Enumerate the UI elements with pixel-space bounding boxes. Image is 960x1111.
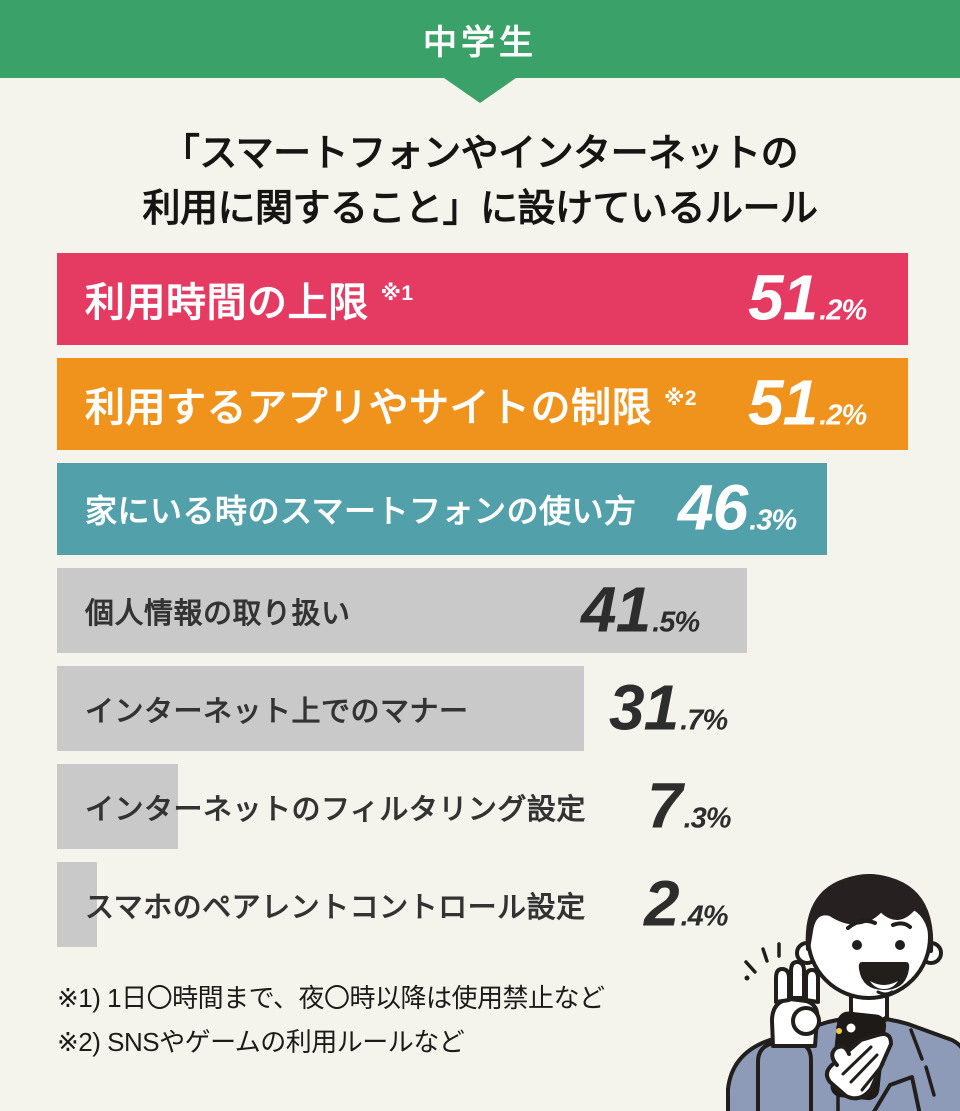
- bar: [57, 463, 827, 556]
- bar-label-text: インターネット上でのマナー: [85, 695, 469, 728]
- bar-value-main: 7: [647, 769, 683, 842]
- bar-chart: 利用時間の上限 ※1 51.2% 利用するアプリやサイトの制限 ※2 51.2% 家…: [57, 253, 925, 948]
- bar: [57, 568, 747, 654]
- bar-value-sub: .2%: [819, 399, 867, 432]
- bar-label: 利用するアプリやサイトの制限 ※2: [85, 375, 697, 433]
- footnotes: ※1) 1日〇時間まで、夜〇時以降は使用禁止など ※2) SNSやゲームの利用ル…: [57, 977, 960, 1064]
- bar-value: 51.2%: [748, 261, 867, 335]
- header-pointer-triangle: [444, 78, 516, 103]
- bar-note-ref: ※1: [380, 282, 414, 306]
- bar-label-text: スマホのペアレントコントロール設定: [85, 891, 586, 924]
- bar: [57, 253, 908, 346]
- bar-value: 51.2%: [748, 366, 867, 440]
- bar-value-sub: .2%: [819, 294, 867, 327]
- chart-bar-row: 利用するアプリやサイトの制限 ※2 51.2%: [57, 358, 925, 451]
- bar-value: 31.7%: [609, 670, 728, 744]
- bar-value: 46.3%: [678, 471, 797, 545]
- footnote-2: ※2) SNSやゲームの利用ルールなど: [57, 1026, 465, 1057]
- chart-title-line1: 「スマートフォンやインターネットの: [161, 133, 799, 175]
- bar-value-sub: .4%: [680, 900, 729, 933]
- bar-label: インターネット上でのマナー: [85, 688, 469, 730]
- bar-value-main: 41: [581, 573, 651, 646]
- chart-bar-row: 家にいる時のスマートフォンの使い方 46.3%: [57, 463, 925, 556]
- bar-label-text: 家にいる時のスマートフォンの使い方: [85, 493, 637, 530]
- bar-label: 利用時間の上限 ※1: [85, 270, 414, 328]
- bar: [57, 358, 908, 451]
- chart-title: 「スマートフォンやインターネットの 利用に関すること」に設けているルール: [0, 127, 960, 237]
- header-badge-label: 中学生: [423, 23, 537, 62]
- header-band: 中学生: [0, 0, 960, 78]
- bar: [57, 862, 97, 948]
- bar-label: スマホのペアレントコントロール設定: [85, 884, 586, 926]
- bar-value-main: 2: [644, 867, 680, 940]
- bar-value-sub: .3%: [749, 504, 797, 537]
- chart-title-line2: 利用に関すること」に設けているルール: [142, 188, 818, 231]
- bar-label: 個人情報の取り扱い: [85, 590, 351, 632]
- chart-bar-row: インターネット上でのマナー 31.7%: [57, 666, 925, 752]
- bar-label-text: 利用するアプリやサイトの制限: [85, 386, 652, 431]
- bar-value-main: 51: [748, 261, 818, 334]
- chart-bar-row: 利用時間の上限 ※1 51.2%: [57, 253, 925, 346]
- bar-label-text: インターネットのフィルタリング設定: [85, 793, 586, 826]
- footnote-1: ※1) 1日〇時間まで、夜〇時以降は使用禁止など: [57, 983, 605, 1014]
- bar-value-sub: .5%: [652, 606, 700, 639]
- bar-value-sub: .7%: [680, 704, 728, 737]
- student-boy-illustration: [726, 874, 960, 1111]
- bar-value: 2.4%: [644, 866, 729, 940]
- bar-note-ref: ※2: [664, 387, 698, 411]
- chart-bar-row: 個人情報の取り扱い 41.5%: [57, 568, 925, 654]
- bar-label: 家にいる時のスマートフォンの使い方: [85, 486, 637, 532]
- bar: [57, 666, 584, 752]
- bar-value-main: 31: [609, 671, 679, 744]
- bar: [57, 764, 178, 850]
- bar-value-main: 51: [748, 366, 818, 439]
- bar-value: 7.3%: [647, 768, 732, 842]
- bar-label: インターネットのフィルタリング設定: [85, 786, 586, 828]
- bar-value-sub: .3%: [683, 802, 732, 835]
- chart-bar-row: インターネットのフィルタリング設定 7.3%: [57, 764, 925, 850]
- bar-value-main: 46: [678, 471, 748, 544]
- bar-label-text: 個人情報の取り扱い: [85, 597, 351, 630]
- bar-value: 41.5%: [581, 572, 700, 646]
- bar-label-text: 利用時間の上限: [85, 281, 369, 326]
- chart-bar-row: スマホのペアレントコントロール設定 2.4%: [57, 862, 925, 948]
